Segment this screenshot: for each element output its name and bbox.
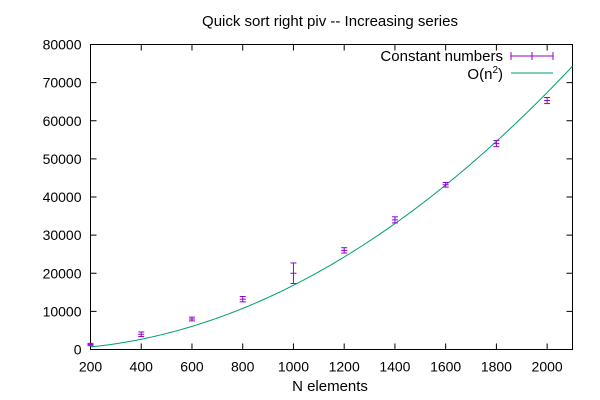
legend: Constant numbers O(n2) [380,48,554,83]
data-point [138,331,145,338]
legend-label-constant-numbers: Constant numbers [380,48,503,65]
y-tick-label: 40000 [43,189,82,205]
x-tick-label: 800 [231,359,255,375]
data-point [290,262,297,285]
x-tick-label: 600 [180,359,204,375]
x-tick-label: 1400 [379,359,410,375]
y-tick-label: 30000 [43,227,82,243]
x-tick-label: 1200 [329,359,360,375]
x-axis-label: N elements [292,378,368,395]
x-tick-label: 200 [79,359,103,375]
y-axis: 0 10000 20000 30000 40000 50000 60000 70000 8000… [43,37,573,358]
data-point [239,296,246,303]
fit-line [90,65,573,348]
y-tick-label: 50000 [43,151,82,167]
data-point [188,316,195,322]
x-tick-label: 1600 [430,359,461,375]
y-tick-label: 0 [74,342,82,358]
legend-o-n2-base: O(n [467,66,492,83]
x-tick-label: 1800 [481,359,512,375]
legend-o-n2-close: ) [498,66,503,83]
legend-label-o-n2: O(n2) [467,65,503,83]
legend-o-n2-exponent: 2 [492,65,498,76]
x-tick-label: 1000 [278,359,309,375]
data-point [87,342,94,347]
y-tick-label: 20000 [43,265,82,281]
data-point [493,140,500,148]
data-points [87,96,551,347]
data-point [544,96,551,105]
y-tick-label: 80000 [43,37,82,53]
x-axis: 200 400 600 800 1000 1200 1400 1600 1800 2000 [79,44,563,375]
y-tick-label: 60000 [43,113,82,129]
data-point [442,182,449,188]
x-tick-label: 400 [130,359,154,375]
data-point [341,247,348,254]
legend-swatch-constant-numbers [510,52,554,60]
x-tick-label: 2000 [532,359,563,375]
chart-title: Quick sort right piv -- Increasing serie… [202,13,458,30]
data-point [391,216,398,224]
y-tick-label: 70000 [43,75,82,91]
plot-frame [90,44,573,350]
y-tick-label: 10000 [43,303,82,319]
